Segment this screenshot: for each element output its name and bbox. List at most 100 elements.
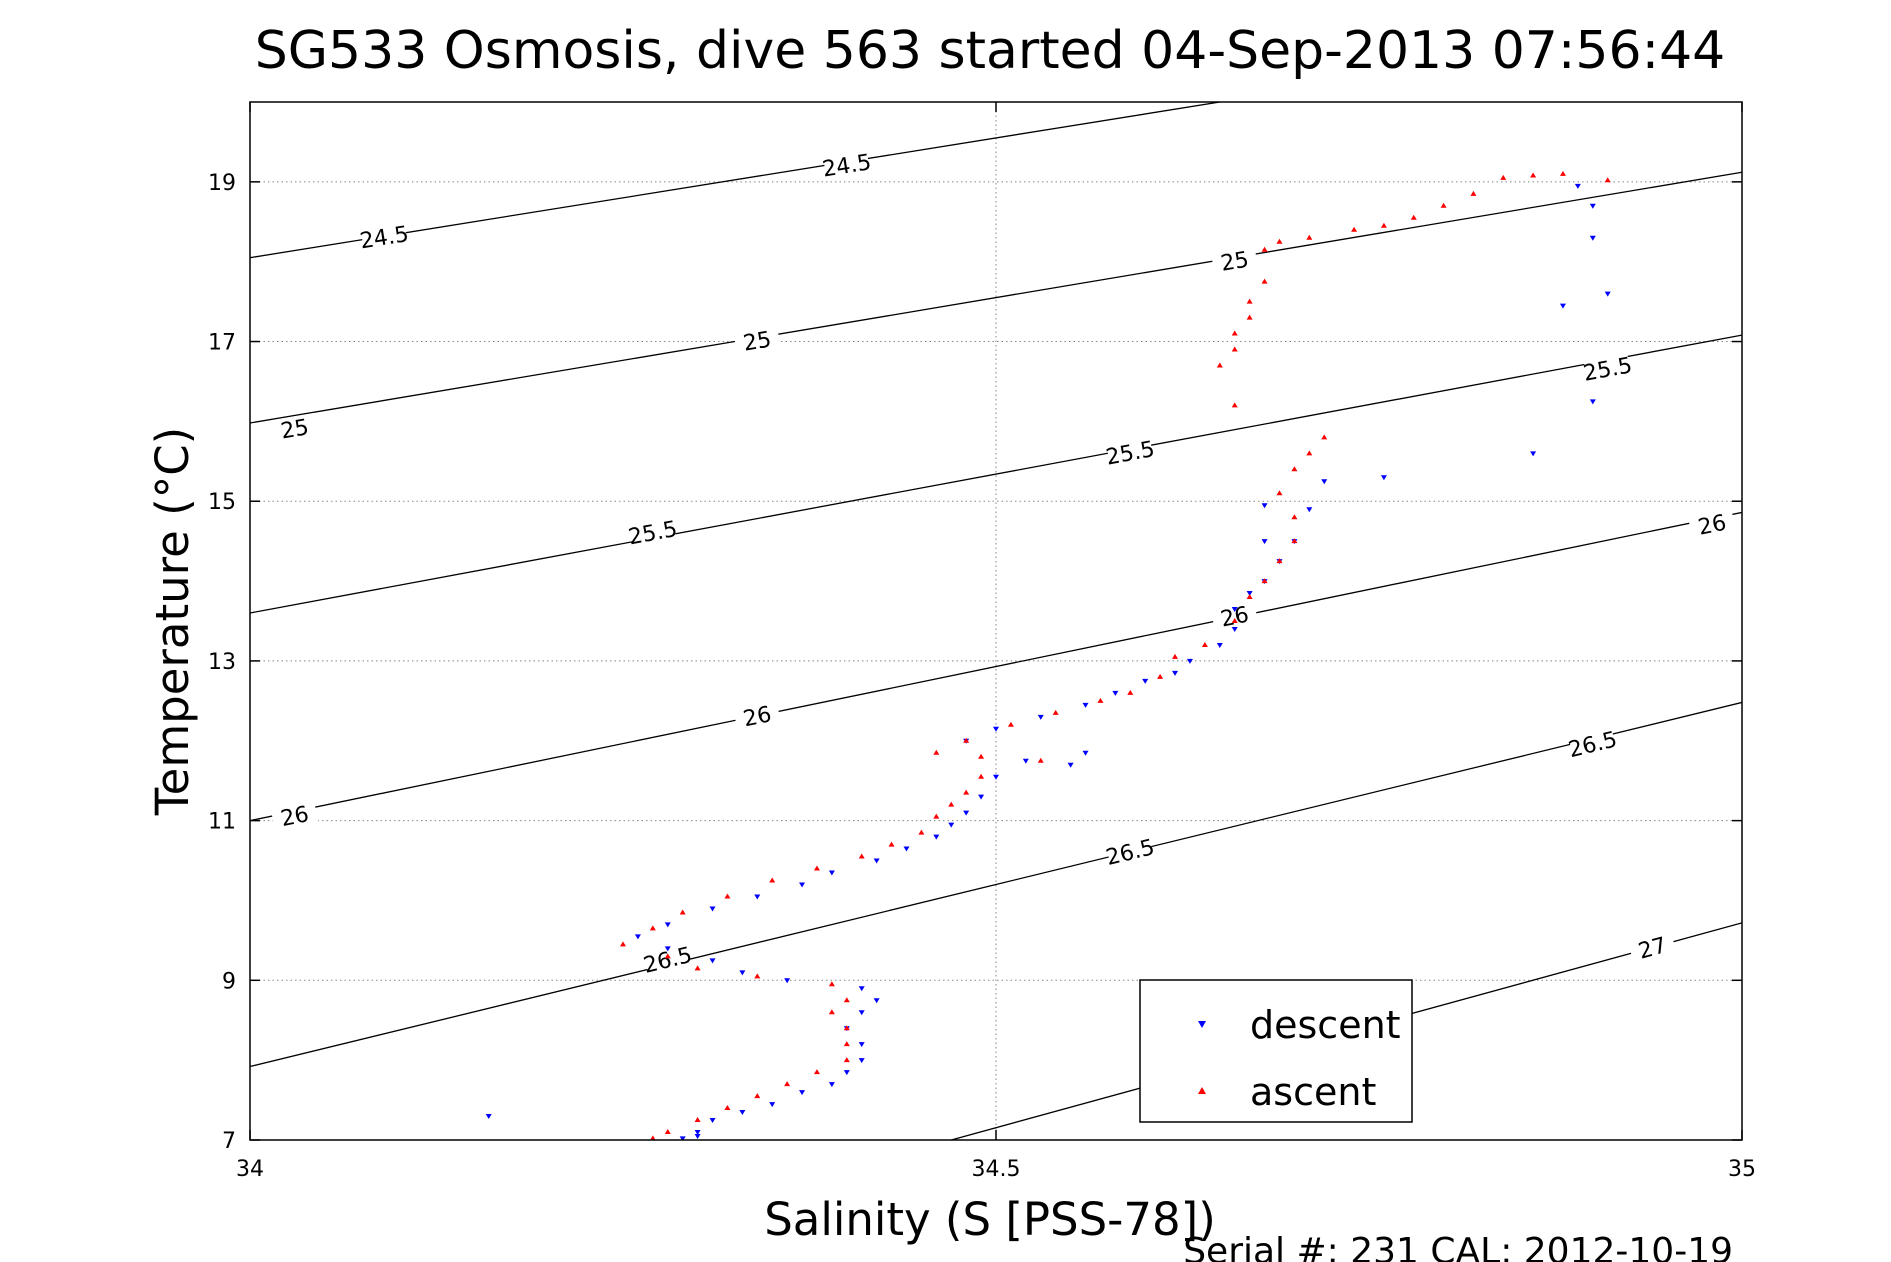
descent-point bbox=[1380, 475, 1387, 481]
legend-descent-label: descent bbox=[1250, 1003, 1401, 1047]
ascent-point bbox=[1306, 234, 1313, 240]
y-tick-label: 7 bbox=[222, 1129, 236, 1154]
y-tick-label: 15 bbox=[208, 490, 236, 515]
contour-label-26: 26 bbox=[733, 699, 781, 732]
ascent-point bbox=[1559, 170, 1566, 176]
contour-label-25.5: 25.5 bbox=[1104, 436, 1157, 471]
legend-box bbox=[1139, 979, 1413, 1123]
ascent-point bbox=[1231, 402, 1238, 408]
ascent-point bbox=[1321, 434, 1328, 440]
y-axis-label: Temperature (°C) bbox=[146, 427, 199, 816]
descent-point bbox=[1082, 702, 1089, 708]
contour-label-text: 26 bbox=[1696, 511, 1728, 541]
density-contour-26.5 bbox=[250, 701, 1742, 1068]
descent-point bbox=[858, 1058, 865, 1064]
ascent-point bbox=[1246, 594, 1253, 600]
descent-point bbox=[664, 946, 671, 952]
ascent-point bbox=[843, 1025, 850, 1031]
ascent-point bbox=[754, 973, 761, 979]
ascent-point bbox=[1276, 238, 1283, 244]
ascent-point bbox=[620, 941, 626, 947]
descent-point bbox=[858, 986, 865, 992]
contour-label-text: 25 bbox=[741, 327, 773, 356]
ascent-point bbox=[1276, 558, 1283, 564]
ascent-point bbox=[963, 737, 970, 743]
ascent-point bbox=[1291, 466, 1298, 472]
descent-point bbox=[485, 1114, 492, 1120]
descent-point bbox=[843, 1070, 850, 1076]
density-contour-25.5 bbox=[250, 334, 1742, 614]
descent-point bbox=[1142, 678, 1149, 684]
y-axis-ticks: 7 9 11 13 15 17 19 bbox=[208, 171, 1742, 1154]
descent-point bbox=[963, 810, 970, 816]
contour-label-26: 26 bbox=[1687, 508, 1736, 541]
data-series bbox=[485, 170, 1611, 1140]
ascent-point bbox=[664, 953, 671, 959]
legend-descent-marker bbox=[1198, 1021, 1206, 1028]
ascent-point bbox=[1291, 538, 1298, 544]
descent-point bbox=[948, 822, 955, 828]
descent-point bbox=[709, 1118, 716, 1124]
contour-label-text: 26 bbox=[741, 702, 773, 732]
y-tick-label: 17 bbox=[208, 331, 236, 356]
contour-label-26.5: 26.5 bbox=[1566, 726, 1620, 763]
descent-point bbox=[799, 882, 806, 888]
density-contour-25 bbox=[250, 171, 1742, 424]
descent-point bbox=[739, 1110, 746, 1116]
descent-point bbox=[694, 1130, 701, 1136]
y-tick-label: 13 bbox=[208, 650, 236, 675]
ascent-point bbox=[694, 1117, 701, 1123]
ascent-point bbox=[769, 877, 776, 883]
descent-point bbox=[873, 998, 880, 1004]
descent-point bbox=[784, 978, 791, 984]
contour-label-25: 25 bbox=[1210, 245, 1258, 277]
density-contour-24.5 bbox=[250, 102, 1220, 259]
ascent-point bbox=[1604, 177, 1611, 183]
ascent-point bbox=[1097, 697, 1104, 703]
descent-point bbox=[828, 1082, 835, 1088]
ascent-point bbox=[1470, 190, 1477, 196]
ascent-point bbox=[1530, 172, 1537, 178]
ascent-point bbox=[1276, 490, 1283, 496]
descent-point bbox=[1112, 690, 1119, 696]
ascent-point bbox=[1231, 346, 1238, 352]
ascent-point bbox=[649, 925, 656, 931]
descent-point bbox=[1246, 591, 1253, 597]
grid-lines bbox=[250, 102, 1742, 1141]
descent-point bbox=[1589, 399, 1596, 405]
ascent-point bbox=[1216, 362, 1223, 368]
descent-point bbox=[1186, 658, 1193, 664]
ascent-point bbox=[828, 981, 835, 987]
descent-point bbox=[1530, 451, 1537, 457]
ascent-point bbox=[1037, 757, 1044, 763]
ascent-point bbox=[1261, 578, 1268, 584]
descent-point bbox=[1604, 291, 1611, 297]
ascent-point bbox=[1306, 450, 1313, 456]
descent-point bbox=[1172, 670, 1179, 676]
descent-point bbox=[1037, 714, 1044, 720]
ascent-point bbox=[843, 1057, 850, 1063]
ascent-point bbox=[784, 1081, 791, 1087]
legend: descent ascent bbox=[1139, 979, 1413, 1123]
ascent-point bbox=[933, 749, 940, 755]
ascent-point bbox=[843, 1041, 850, 1047]
descent-point bbox=[709, 958, 716, 964]
ascent-point bbox=[1261, 246, 1268, 252]
descent-point bbox=[828, 870, 835, 876]
descent-point bbox=[1261, 503, 1268, 509]
ascent-point bbox=[933, 813, 940, 819]
density-contour-labels: 24.524.525252525.525.525.52626262626.526… bbox=[270, 149, 1736, 979]
x-tick-label: 34.5 bbox=[972, 1157, 1021, 1182]
ascent-point bbox=[858, 853, 865, 859]
descent-point bbox=[978, 794, 985, 800]
descent-point bbox=[709, 906, 716, 912]
ascent-point bbox=[978, 773, 985, 779]
chart-title: SG533 Osmosis, dive 563 started 04-Sep-2… bbox=[255, 21, 1726, 81]
ascent-point bbox=[1246, 298, 1253, 304]
descent-point bbox=[993, 726, 999, 732]
descent-point bbox=[1321, 479, 1328, 485]
descent-point bbox=[694, 1134, 701, 1140]
descent-point bbox=[1082, 750, 1089, 756]
ascent-point bbox=[978, 753, 985, 759]
descent-point bbox=[679, 1136, 686, 1140]
